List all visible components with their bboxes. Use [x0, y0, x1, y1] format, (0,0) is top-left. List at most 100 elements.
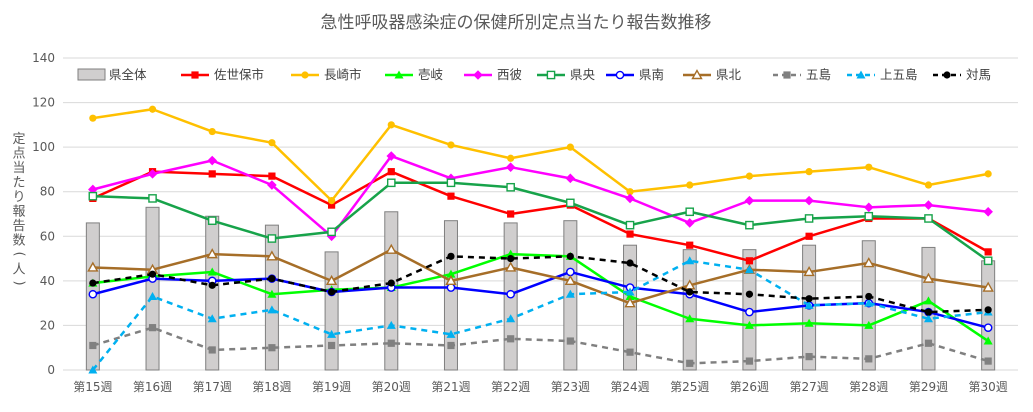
data-point: [267, 180, 277, 190]
y-tick-label: 0: [47, 363, 55, 377]
x-tick-label: 第19週: [312, 380, 351, 394]
data-point: [626, 348, 634, 356]
data-point: [208, 127, 216, 136]
data-point: [686, 288, 694, 296]
data-point: [327, 341, 336, 350]
data-point: [863, 257, 875, 268]
legend-label: 県南: [639, 67, 664, 82]
data-point: [446, 173, 456, 184]
data-point: [685, 256, 695, 265]
series-line: [92, 154, 989, 238]
data-point: [386, 320, 396, 329]
legend-marker: [615, 70, 625, 80]
legend-label: 佐世保市: [214, 67, 264, 82]
data-point: [566, 198, 575, 208]
bar-prefecture-total: [145, 206, 160, 371]
data-point: [148, 270, 157, 278]
legend-label: 上五島: [880, 67, 918, 82]
data-point: [89, 114, 97, 122]
legend-item: 県全体: [77, 67, 147, 82]
y-tick-label: 80: [40, 185, 55, 199]
data-point: [387, 121, 395, 129]
data-point: [148, 194, 157, 203]
series-上五島: [88, 256, 993, 374]
data-point: [626, 259, 634, 267]
data-point: [745, 357, 754, 365]
data-point: [207, 314, 217, 323]
series-line: [92, 326, 989, 365]
x-tick-label: 第20週: [372, 380, 411, 394]
data-point: [327, 201, 336, 209]
data-point: [924, 181, 933, 189]
data-point: [924, 214, 933, 223]
data-point: [805, 295, 813, 303]
y-tick-label: 140: [32, 51, 55, 65]
data-point: [984, 170, 992, 178]
data-point: [507, 254, 515, 263]
data-point: [88, 289, 98, 299]
x-tick-label: 第18週: [252, 380, 291, 394]
chart-title: 急性呼吸器感染症の保健所別定点当たり報告数推移: [321, 13, 712, 33]
data-point: [804, 318, 814, 327]
data-point: [625, 193, 635, 204]
data-point: [804, 195, 814, 206]
data-point: [625, 287, 635, 296]
legend-item: 佐世保市: [181, 67, 264, 82]
data-point: [625, 220, 635, 230]
data-point: [923, 200, 934, 210]
data-point: [504, 261, 517, 272]
data-point: [565, 173, 576, 184]
data-point: [387, 279, 395, 287]
data-point: [446, 178, 456, 188]
data-point: [506, 289, 515, 299]
data-point: [745, 172, 754, 180]
data-point: [983, 336, 993, 345]
legend-marker: [473, 70, 483, 80]
data-point: [984, 248, 992, 256]
data-point: [208, 281, 216, 289]
y-tick-label: 40: [40, 274, 55, 288]
legend-marker: [783, 71, 791, 79]
series-line: [92, 170, 989, 263]
data-point: [923, 296, 933, 305]
bar-prefecture-total: [324, 251, 339, 371]
x-tick-label: 第15週: [73, 380, 112, 394]
data-point: [626, 230, 634, 238]
data-point: [266, 250, 278, 261]
y-axis-label-char: 人: [12, 263, 25, 278]
data-point: [208, 346, 216, 354]
data-point: [447, 192, 455, 200]
x-tick-label: 第28週: [849, 380, 888, 394]
legend-item: 壱岐: [385, 67, 444, 82]
data-point: [745, 220, 754, 230]
legend-item: 長崎市: [291, 67, 362, 82]
y-axis-label-char: り: [12, 190, 25, 205]
series-長崎市: [89, 105, 992, 205]
y-axis-label-char: 当: [12, 161, 25, 176]
x-tick-label: 第26週: [730, 380, 769, 394]
data-point: [984, 306, 992, 314]
data-point: [268, 139, 276, 147]
data-point: [267, 305, 277, 314]
data-point: [89, 341, 97, 350]
legend-label: 県全体: [109, 67, 147, 82]
data-point: [387, 339, 395, 347]
data-point: [268, 172, 276, 180]
x-tick-label: 第30週: [969, 380, 1008, 394]
legend-label: 西彼: [497, 67, 522, 82]
y-axis-label-char: 数: [12, 234, 25, 249]
data-point: [864, 298, 874, 307]
data-point: [804, 300, 814, 309]
data-point: [745, 307, 754, 317]
series-対馬: [89, 252, 992, 316]
data-point: [206, 248, 218, 259]
data-point: [804, 214, 814, 223]
data-point: [983, 256, 993, 266]
data-point: [505, 162, 516, 172]
series-line: [92, 248, 989, 305]
data-point: [147, 169, 158, 179]
series-五島: [89, 324, 992, 367]
legend-label: 対馬: [966, 67, 991, 82]
y-tick-label: 100: [32, 140, 55, 154]
